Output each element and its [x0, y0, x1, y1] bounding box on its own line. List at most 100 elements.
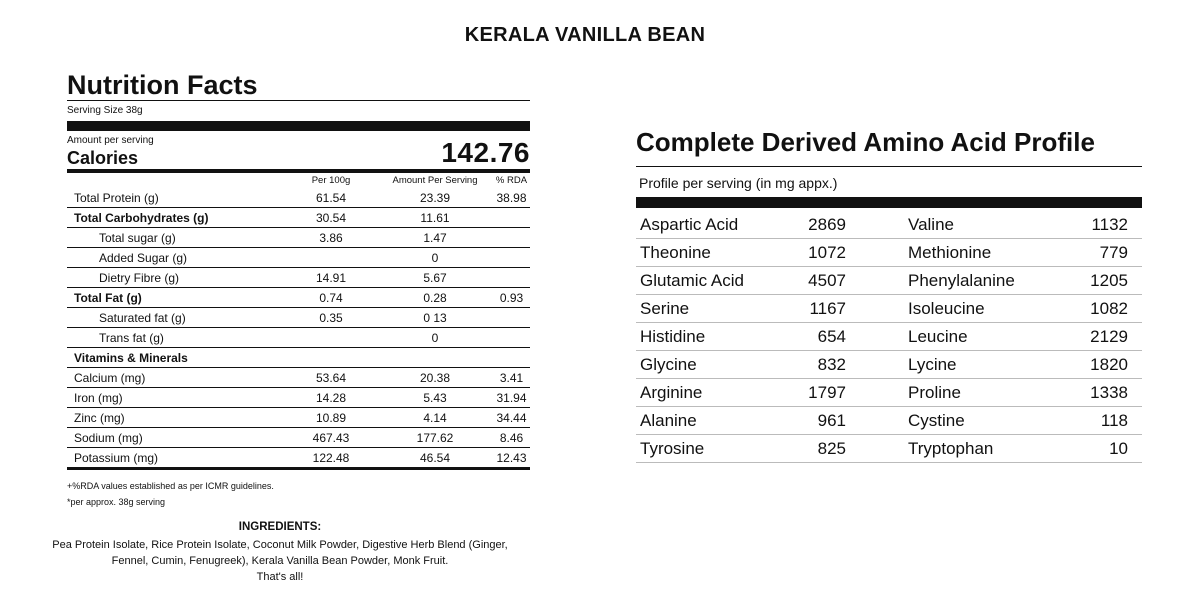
per-100g-value: 10.89 [285, 407, 377, 428]
per-100g-value: 30.54 [285, 207, 377, 228]
nutrient-name: Vitamins & Minerals [67, 347, 285, 368]
divider [67, 468, 530, 470]
per-serving-value: 1.47 [377, 227, 493, 248]
amino-acid-name: Tyrosine [640, 438, 705, 458]
table-row: Tyrosine 825 Tryptophan 10 [636, 435, 1142, 463]
amino-acid-name: Theonine [640, 242, 711, 262]
ingredients-line-3: That's all! [256, 571, 304, 583]
amino-acid-name: Isoleucine [908, 298, 985, 318]
amino-acid-name: Serine [640, 298, 690, 318]
amino-acid-value: 2129 [1090, 326, 1128, 346]
amino-acid-name: Glutamic Acid [640, 270, 744, 290]
nutrient-name: Saturated fat (g) [67, 307, 285, 328]
ingredients-line-2: Fennel, Cumin, Fenugreek), Kerala Vanill… [111, 555, 449, 567]
amino-acid-name: Arginine [640, 382, 703, 402]
per-serving-value: 0 [377, 327, 493, 348]
per-serving-value: 23.39 [377, 188, 493, 208]
rda-value [493, 347, 530, 368]
amino-acid-value: 10 [1109, 438, 1128, 458]
amino-acid-name: Leucine [908, 326, 968, 346]
rda-value: 8.46 [493, 427, 530, 448]
rda-value [493, 267, 530, 288]
nutrition-facts-heading: Nutrition Facts [67, 70, 258, 100]
per-serving-value: 20.38 [377, 367, 493, 388]
nutrition-facts-panel: Nutrition Facts Serving Size 38g Amount … [67, 70, 530, 510]
per-serving-value: 4.14 [377, 407, 493, 428]
nutrient-name: Trans fat (g) [67, 327, 285, 348]
table-row: Iron (mg) 14.28 5.43 31.94 [67, 387, 530, 408]
amino-acid-name: Proline [908, 382, 961, 402]
rda-value: 12.43 [493, 447, 530, 468]
footnote-rda: +%RDA values established as per ICMR gui… [67, 481, 274, 491]
per-100g-value [285, 327, 377, 348]
nutrient-name: Total Carbohydrates (g) [67, 207, 285, 228]
ingredients-block: INGREDIENTS: Pea Protein Isolate, Rice P… [40, 519, 520, 585]
amino-acid-value: 961 [817, 410, 846, 430]
per-100g-value [285, 247, 377, 268]
table-row: Aspartic Acid 2869 Valine 1132 [636, 211, 1142, 239]
ingredients-title: INGREDIENTS: [238, 521, 322, 533]
amino-acid-name: Tryptophan [908, 438, 994, 458]
amino-acid-value: 2869 [808, 214, 846, 234]
table-row: Dietry Fibre (g) 14.91 5.67 [67, 267, 530, 288]
per-100g-value: 61.54 [285, 188, 377, 208]
nutrient-name: Sodium (mg) [67, 427, 285, 448]
amino-acid-value: 1797 [808, 382, 846, 402]
table-row: Histidine 654 Leucine 2129 [636, 323, 1142, 351]
amino-acid-value: 825 [817, 438, 846, 458]
table-row: Theonine 1072 Methionine 779 [636, 239, 1142, 267]
nutrient-name: Total Fat (g) [67, 287, 285, 308]
rda-value [493, 247, 530, 268]
rda-value: 31.94 [493, 387, 530, 408]
calories-value: 142.76 [441, 137, 530, 168]
per-serving-value: 177.62 [377, 427, 493, 448]
nutrient-name: Zinc (mg) [67, 407, 285, 428]
per-serving-value: 5.43 [377, 387, 493, 408]
rda-value [493, 227, 530, 248]
amino-acid-name: Aspartic Acid [640, 214, 739, 234]
amino-acid-name: Lycine [908, 354, 957, 374]
amino-acid-value: 1072 [808, 242, 846, 262]
divider-thick [636, 197, 1142, 208]
table-row: Glutamic Acid 4507 Phenylalanine 1205 [636, 267, 1142, 295]
per-serving-value: 11.61 [377, 207, 493, 228]
header-per-100g: Per 100g [311, 175, 351, 186]
per-100g-value: 3.86 [285, 227, 377, 248]
table-row: Serine 1167 Isoleucine 1082 [636, 295, 1142, 323]
header-amount-per-serving: Amount Per Serving [392, 175, 478, 186]
per-serving-value: 5.67 [377, 267, 493, 288]
rda-value: 34.44 [493, 407, 530, 428]
nutrient-name: Total Protein (g) [67, 188, 285, 208]
per-100g-value: 467.43 [285, 427, 377, 448]
rda-value: 0.93 [493, 287, 530, 308]
table-row: Alanine 961 Cystine 118 [636, 407, 1142, 435]
amino-acid-title: Complete Derived Amino Acid Profile [636, 127, 1095, 157]
nutrient-name: Total sugar (g) [67, 227, 285, 248]
table-row: Sodium (mg) 467.43 177.62 8.46 [67, 427, 530, 448]
table-row: Glycine 832 Lycine 1820 [636, 351, 1142, 379]
amino-acid-value: 1820 [1090, 354, 1128, 374]
amino-acid-value: 118 [1100, 410, 1128, 430]
amino-acid-name: Methionine [908, 242, 992, 262]
amino-acid-value: 1338 [1090, 382, 1128, 402]
header-rda: % RDA [495, 175, 528, 186]
per-100g-value: 122.48 [285, 447, 377, 468]
amino-acid-value: 779 [1099, 242, 1128, 262]
divider-medium [67, 169, 530, 173]
per-100g-value: 53.64 [285, 367, 377, 388]
nutrition-table-body: Total Protein (g) 61.54 23.39 38.98 Total Ca… [67, 188, 530, 468]
ingredients-line-1: Pea Protein Isolate, Rice Protein Isolat… [52, 539, 508, 551]
amino-acid-value: 832 [817, 354, 846, 374]
amino-acid-value: 654 [817, 326, 846, 346]
rda-value: 3.41 [493, 367, 530, 388]
table-row: Zinc (mg) 10.89 4.14 34.44 [67, 407, 530, 428]
table-row: Total sugar (g) 3.86 1.47 [67, 227, 530, 248]
table-row: Calcium (mg) 53.64 20.38 3.41 [67, 367, 530, 388]
amino-acid-name: Cystine [908, 410, 965, 430]
nutrition-table-header: Per 100g Amount Per Serving % RDA [67, 173, 530, 188]
nutrition-table: Per 100g Amount Per Serving % RDA Total … [67, 173, 530, 468]
nutrient-name: Iron (mg) [67, 387, 285, 408]
rda-value [493, 307, 530, 328]
per-serving-value: 0.28 [377, 287, 493, 308]
rda-value: 38.98 [493, 188, 530, 208]
